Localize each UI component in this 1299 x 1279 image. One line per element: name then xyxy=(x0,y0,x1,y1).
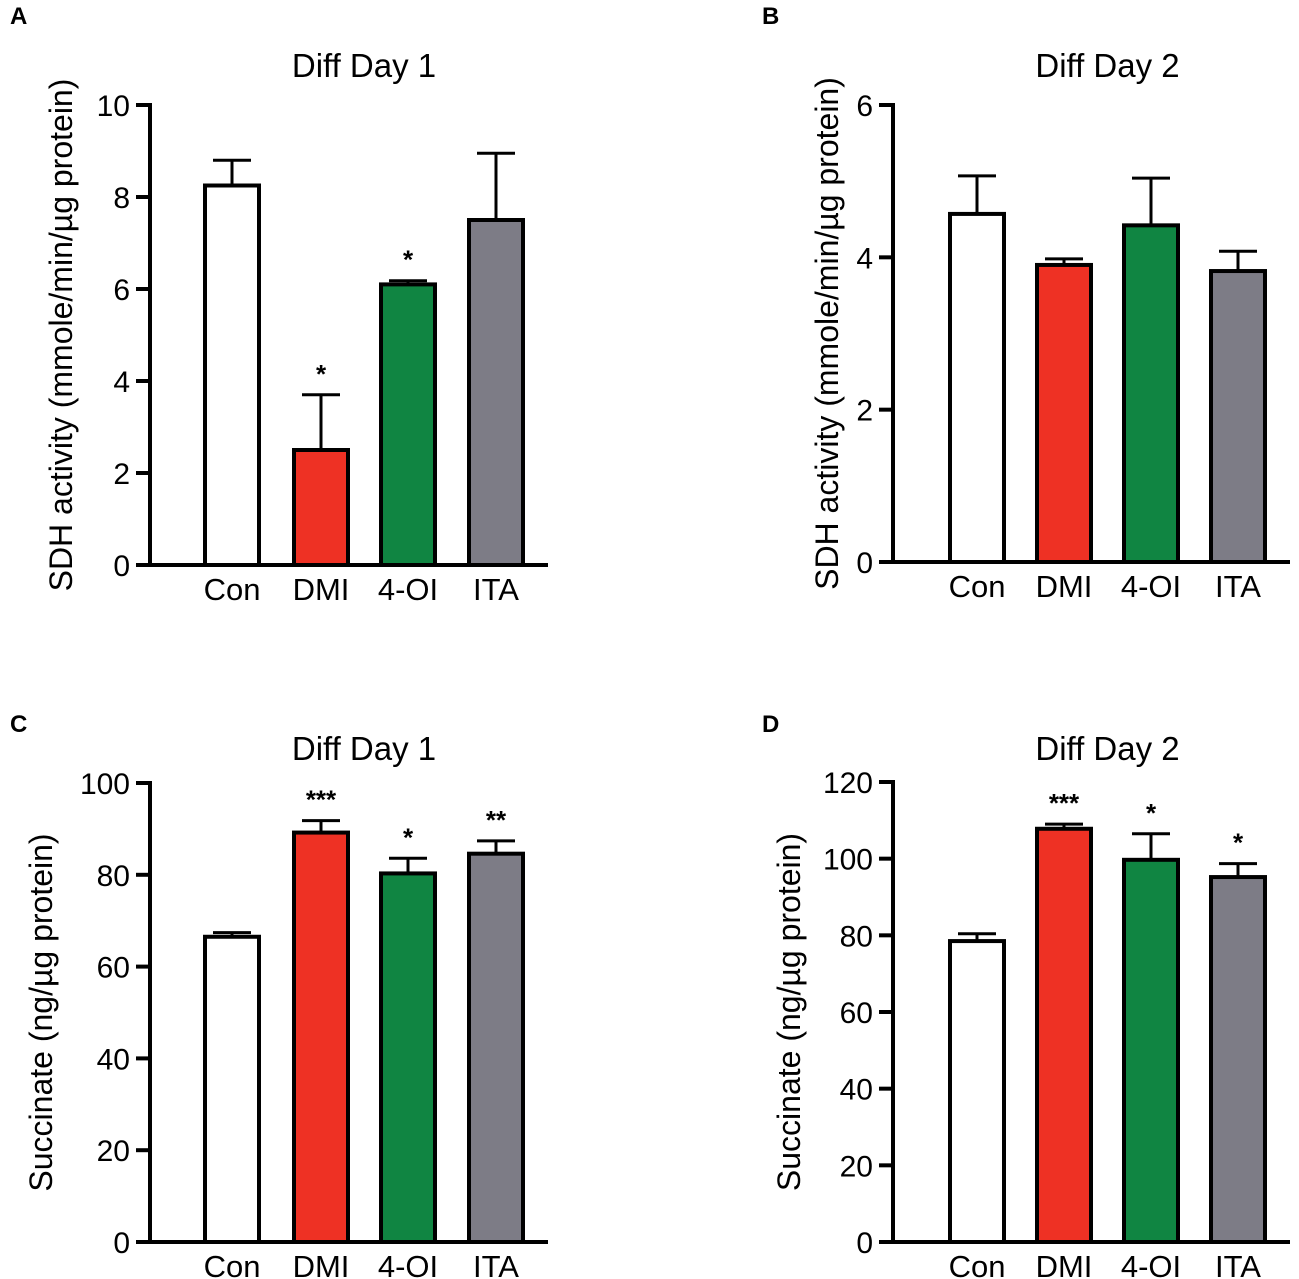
bar-dmi xyxy=(292,830,350,1245)
x-tick-label: DMI xyxy=(1036,1249,1093,1279)
chart-panel-c: C Diff Day 1 Succinate (ng/µg protein) Con *… xyxy=(10,711,548,1279)
bar-con xyxy=(948,211,1006,564)
y-tick-label: 2 xyxy=(856,395,873,428)
y-tick-label: 60 xyxy=(97,952,130,985)
chart-panel-a: A Diff Day 1 SDH activity (mmole/min/µg pr… xyxy=(10,3,548,607)
bar-ita xyxy=(1209,875,1267,1244)
x-tick-label: ITA xyxy=(473,572,519,607)
significance-dmi: *** xyxy=(1049,788,1080,818)
x-tick-label: Con xyxy=(204,1249,261,1279)
y-tick-label: 40 xyxy=(840,1074,873,1107)
bar-4-oi xyxy=(1122,223,1180,565)
bar-con xyxy=(203,934,261,1244)
y-tick-label: 100 xyxy=(80,768,130,801)
x-tick-label: DMI xyxy=(293,572,350,607)
significance-4-oi: * xyxy=(403,245,414,275)
y-axis-label: Succinate (ng/µg protein) xyxy=(23,833,59,1191)
y-tick-label: 8 xyxy=(113,182,130,215)
y-tick-label: 0 xyxy=(113,1227,130,1260)
chart-title: Diff Day 2 xyxy=(1035,730,1179,767)
x-tick-label: Con xyxy=(949,569,1006,604)
panel-letter: A xyxy=(10,3,27,30)
significance-dmi: *** xyxy=(306,785,337,815)
y-tick-label: 60 xyxy=(840,997,873,1030)
x-tick-label: 4-OI xyxy=(378,1249,438,1279)
y-tick-label: 120 xyxy=(823,767,873,800)
y-axis-label: SDH activity (mmole/min/µg protein) xyxy=(809,77,845,590)
bar-dmi xyxy=(1035,262,1093,564)
panel-letter: B xyxy=(762,3,779,30)
y-tick-label: 0 xyxy=(856,1227,873,1260)
bar-con xyxy=(203,183,261,567)
y-tick-label: 10 xyxy=(97,90,130,123)
y-tick-label: 0 xyxy=(113,550,130,583)
bar-dmi xyxy=(1035,826,1093,1244)
y-tick-label: 6 xyxy=(113,274,130,307)
y-tick-label: 0 xyxy=(856,547,873,580)
bar-ita xyxy=(1209,269,1267,564)
x-tick-label: Con xyxy=(949,1249,1006,1279)
significance-4-oi: * xyxy=(403,822,414,852)
bar-ita xyxy=(467,218,525,567)
y-tick-label: 40 xyxy=(97,1043,130,1076)
y-tick-label: 2 xyxy=(113,458,130,491)
bar-4-oi xyxy=(379,871,437,1244)
chart-title: Diff Day 1 xyxy=(292,47,436,84)
x-tick-label: DMI xyxy=(293,1249,350,1279)
y-axis-label: SDH activity (mmole/min/µg protein) xyxy=(43,79,79,592)
x-tick-label: ITA xyxy=(1215,1249,1261,1279)
y-tick-label: 6 xyxy=(856,90,873,123)
x-tick-label: 4-OI xyxy=(1121,569,1181,604)
y-axis-label: Succinate (ng/µg protein) xyxy=(771,833,807,1191)
bar-dmi xyxy=(292,448,350,567)
x-tick-label: 4-OI xyxy=(1121,1249,1181,1279)
y-tick-label: 20 xyxy=(97,1135,130,1168)
chart-title: Diff Day 1 xyxy=(292,730,436,767)
x-tick-label: 4-OI xyxy=(378,572,438,607)
significance-4-oi: * xyxy=(1146,798,1157,828)
x-tick-label: DMI xyxy=(1036,569,1093,604)
bar-4-oi xyxy=(1122,857,1180,1244)
y-tick-label: 20 xyxy=(840,1150,873,1183)
y-tick-label: 4 xyxy=(113,366,130,399)
chart-panel-b: B Diff Day 2 SDH activity (mmole/min/µg pr… xyxy=(762,3,1290,604)
y-tick-label: 4 xyxy=(856,242,873,275)
y-tick-label: 80 xyxy=(97,860,130,893)
panel-letter: D xyxy=(762,711,779,738)
x-tick-label: ITA xyxy=(1215,569,1261,604)
panel-letter: C xyxy=(10,711,27,738)
bar-4-oi xyxy=(379,282,437,567)
y-tick-label: 80 xyxy=(840,920,873,953)
significance-ita: ** xyxy=(486,805,507,835)
bar-con xyxy=(948,939,1006,1244)
significance-ita: * xyxy=(1233,828,1244,858)
x-tick-label: Con xyxy=(204,572,261,607)
chart-panel-d: D Diff Day 2 Succinate (ng/µg protein) Con *… xyxy=(762,711,1290,1279)
bar-ita xyxy=(467,851,525,1244)
y-tick-label: 100 xyxy=(823,844,873,877)
significance-dmi: * xyxy=(316,359,327,389)
chart-title: Diff Day 2 xyxy=(1035,47,1179,84)
x-tick-label: ITA xyxy=(473,1249,519,1279)
